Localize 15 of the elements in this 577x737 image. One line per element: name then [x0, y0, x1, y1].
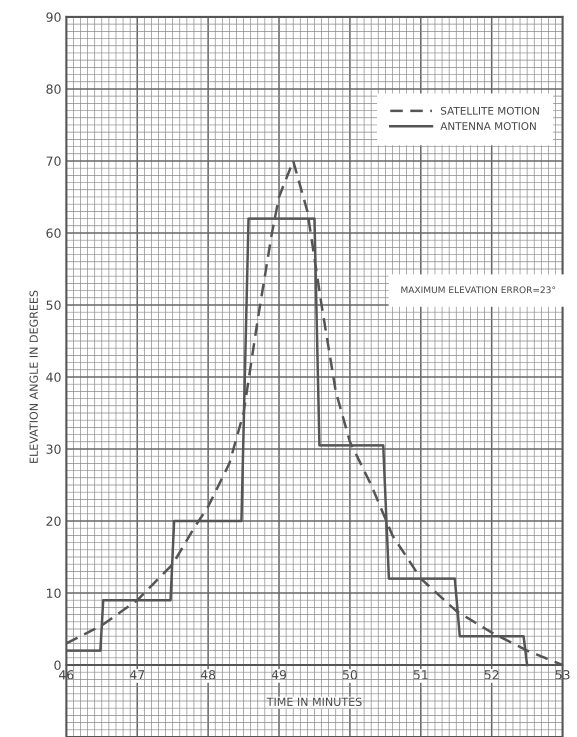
annotation: MAXIMUM ELEVATION ERROR=23° [401, 286, 556, 294]
y-tick-label: 80 [46, 84, 61, 94]
y-tick-label: 0 [54, 660, 61, 670]
y-tick-label: 40 [46, 372, 61, 382]
y-tick-label: 70 [46, 156, 61, 166]
y-tick-label: 50 [46, 300, 61, 310]
y-tick-label: 60 [46, 228, 61, 238]
y-tick-label: 30 [46, 444, 61, 454]
y-axis-title: ELEVATION ANGLE IN DEGREES [29, 290, 38, 463]
legend-label: SATELLITE MOTION [440, 106, 539, 115]
x-axis-title: TIME IN MINUTES [266, 698, 362, 706]
legend-label: ANTENNA MOTION [440, 122, 536, 130]
y-tick-label: 20 [46, 516, 61, 526]
y-tick-label: 10 [46, 588, 61, 598]
y-tick-label: 90 [46, 12, 61, 22]
